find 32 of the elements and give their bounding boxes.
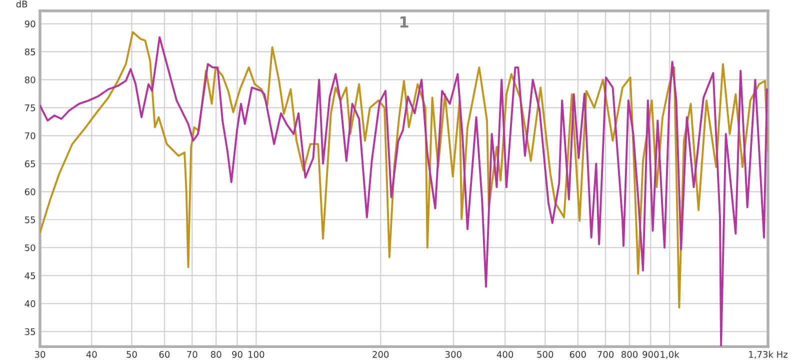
x-tick-label: 900 <box>642 350 659 358</box>
y-tick-label: 70 <box>25 132 36 140</box>
x-tick-label: 700 <box>598 350 614 358</box>
y-tick-label: 60 <box>24 188 36 196</box>
x-tick-label: 600 <box>570 350 586 358</box>
x-tick-label: 100 <box>248 350 264 358</box>
x-tick-label: 40 <box>86 350 97 358</box>
y-tick-label: 80 <box>24 76 36 84</box>
chart-title: 1 <box>400 16 408 28</box>
y-axis-title: dB <box>16 0 28 8</box>
x-tick-label: 300 <box>445 350 462 358</box>
y-tick-label: 65 <box>24 160 36 168</box>
x-tick-label: 1,0k <box>660 350 680 359</box>
x-tick-label: 400 <box>496 350 514 358</box>
y-tick-label: 75 <box>25 104 36 112</box>
y-tick-label: 35 <box>25 328 36 336</box>
y-tick-label: 50 <box>25 244 36 252</box>
y-tick-label: 85 <box>24 48 36 56</box>
x-tick-label: 1,73k Hz <box>749 350 788 359</box>
x-tick-label: 30 <box>34 350 46 358</box>
y-tick-label: 90 <box>24 20 36 28</box>
x-tick-label: 50 <box>126 350 137 358</box>
y-tick-label: 45 <box>24 272 36 280</box>
y-tick-label: 40 <box>24 300 36 308</box>
x-tick-label: 80 <box>210 350 222 358</box>
x-tick-label: 60 <box>159 350 170 358</box>
x-tick-label: 200 <box>372 350 389 358</box>
x-tick-label: 500 <box>537 350 554 358</box>
x-tick-label: 70 <box>187 350 198 358</box>
x-tick-label: 800 <box>622 350 638 358</box>
y-tick-label: 55 <box>25 216 36 224</box>
x-tick-label: 90 <box>232 350 242 358</box>
